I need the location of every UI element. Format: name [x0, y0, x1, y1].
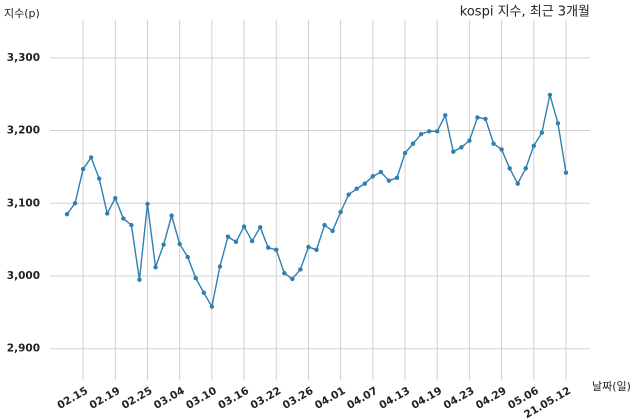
y-tick-label: 3,100 — [7, 197, 40, 209]
point — [386, 178, 392, 183]
point — [499, 147, 504, 152]
point — [306, 244, 311, 250]
point — [459, 145, 464, 150]
point — [451, 149, 456, 154]
x-axis-label: 날짜(일) — [592, 379, 631, 393]
point — [290, 276, 295, 282]
point — [266, 245, 271, 250]
point — [80, 166, 86, 172]
point — [435, 129, 440, 134]
point — [410, 141, 416, 146]
point — [523, 166, 528, 171]
point — [177, 241, 182, 247]
point — [225, 234, 231, 239]
point — [507, 166, 512, 171]
point — [394, 175, 400, 181]
point — [88, 155, 94, 160]
y-axis-label: 지수(p) — [4, 7, 40, 20]
x-tick-label: 04.29 — [474, 385, 509, 412]
point — [298, 267, 303, 272]
point — [515, 181, 520, 186]
x-tick-label: 03.10 — [184, 385, 219, 412]
point — [378, 169, 384, 175]
point — [145, 201, 150, 207]
point — [105, 211, 110, 216]
point — [96, 176, 102, 181]
point — [483, 116, 488, 122]
point — [129, 222, 134, 228]
x-tick-label: 03.16 — [216, 385, 251, 412]
x-tick-label: 04.23 — [442, 385, 477, 412]
point — [274, 247, 279, 253]
point — [121, 216, 126, 221]
point — [153, 265, 158, 270]
x-tick-label: 04.01 — [313, 385, 348, 412]
point — [137, 277, 142, 282]
point — [201, 290, 207, 295]
x-tick-label: 03.22 — [248, 385, 283, 412]
point — [563, 170, 569, 175]
point — [539, 130, 545, 135]
point — [475, 115, 480, 120]
point — [233, 239, 239, 245]
point — [338, 209, 343, 215]
point — [354, 186, 359, 191]
x-tick-label: 03.26 — [281, 385, 316, 412]
point — [257, 225, 263, 230]
point — [161, 242, 166, 247]
y-tick-label: 3,200 — [7, 125, 40, 137]
line — [66, 94, 567, 309]
point — [217, 264, 223, 269]
point — [531, 143, 537, 149]
point — [322, 222, 327, 228]
point — [491, 141, 496, 146]
point — [209, 304, 215, 309]
point — [467, 138, 472, 143]
point — [547, 92, 553, 98]
x-tick-label: 02.19 — [88, 385, 123, 412]
point — [72, 201, 78, 206]
point — [64, 211, 70, 217]
point — [282, 270, 287, 276]
x-tick-label: 04.13 — [377, 385, 412, 412]
point — [330, 228, 335, 234]
x-tick-label: 02.15 — [55, 385, 90, 412]
point — [346, 192, 351, 197]
point — [185, 254, 190, 260]
point — [402, 150, 408, 156]
x-tick-label: 04.19 — [409, 385, 444, 412]
point — [362, 181, 367, 186]
x-tick-label: 04.07 — [345, 385, 380, 412]
point — [418, 131, 424, 137]
point — [555, 121, 561, 126]
y-tick-label: 2,900 — [7, 343, 40, 355]
point — [113, 195, 118, 201]
y-tick-label: 3,300 — [7, 52, 40, 64]
point — [314, 247, 319, 253]
point — [249, 238, 255, 244]
chart-title: kospi 지수, 최근 3개월 — [460, 5, 590, 20]
y-tick-label: 3,000 — [7, 270, 40, 282]
point — [370, 174, 376, 179]
point — [426, 129, 432, 134]
point — [443, 113, 448, 118]
point — [241, 224, 247, 229]
x-tick-label: 02.25 — [120, 385, 155, 412]
point — [169, 213, 174, 218]
x-tick-label: 03.04 — [152, 385, 187, 412]
point — [193, 275, 198, 281]
